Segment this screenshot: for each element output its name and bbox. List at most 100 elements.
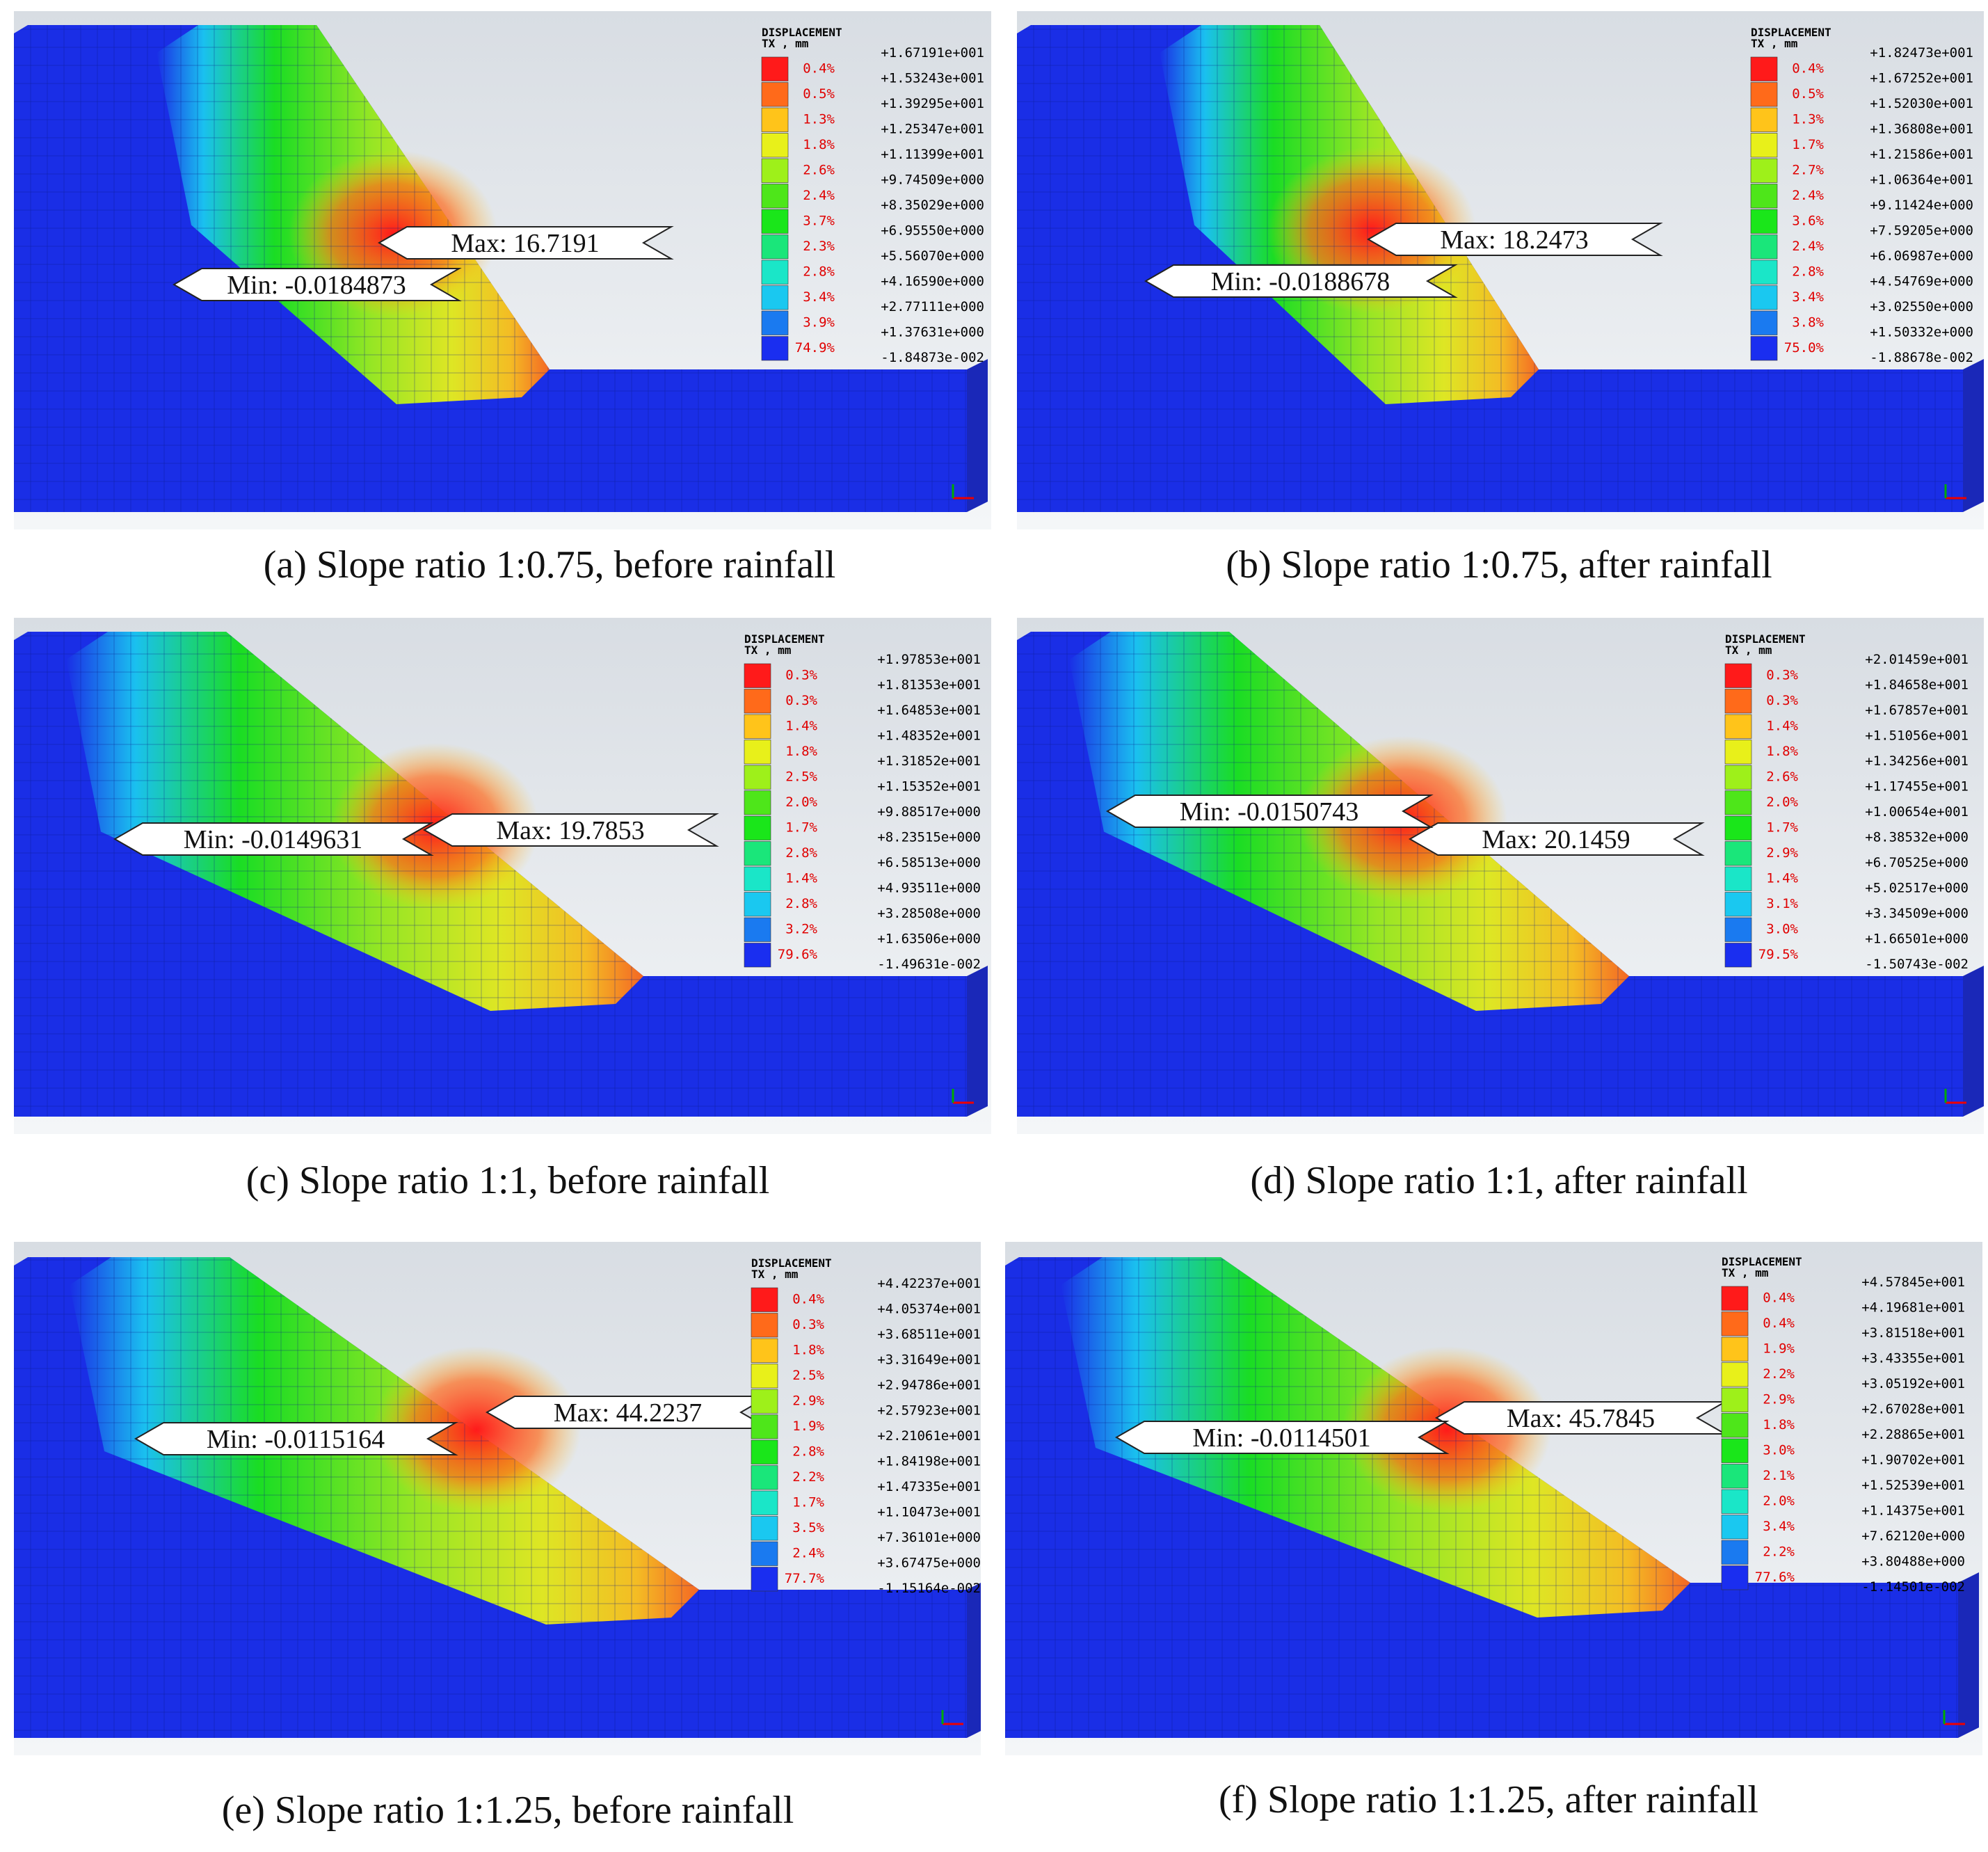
legend-swatch [1724,917,1752,942]
legend-swatch [744,714,771,739]
legend-percent: 1.7% [1792,137,1824,152]
legend-percent: 2.0% [1763,1494,1795,1509]
legend-value: -1.84873e-002 [881,350,984,365]
max-displacement-hotspot [372,1346,581,1513]
legend-value: -1.50743e-002 [1865,957,1969,972]
legend-percent: 3.9% [803,315,835,330]
legend-swatch [751,1313,778,1338]
legend-swatch [1750,285,1778,310]
legend-swatch [1721,1336,1749,1362]
legend-percent: 77.6% [1755,1570,1795,1585]
legend-title: DISPLACEMENT [1722,1255,1802,1268]
panel-b: Max: 18.2473 Min: -0.0188678 DISPLACEMENT T… [1017,11,1984,529]
legend-swatch [744,790,771,815]
legend-percent: 1.8% [785,744,817,759]
legend-swatch [1750,234,1778,260]
legend-value: +1.52030e+001 [1870,96,1973,111]
contour-plot: Max: 45.7845 Min: -0.0114501 DISPLACEMENTT… [1005,1242,1982,1755]
legend-value: +1.34256e+001 [1865,753,1969,769]
legend-value: +2.77111e+000 [881,299,984,314]
panel-a: Max: 16.7191 Min: -0.0184873 DISPLACEMENT T… [14,11,991,529]
legend-percent: 1.7% [1766,820,1798,836]
legend-value: +1.64853e+001 [877,703,981,718]
legend-swatch [1721,1540,1749,1565]
legend-value: +4.19681e+001 [1861,1300,1965,1316]
legend-subtitle: TX , mm [1751,37,1798,50]
max-callout-label: Max: 44.2237 [554,1398,702,1428]
caption-b: (b) Slope ratio 1:0.75, after rainfall [1226,543,1772,586]
legend-swatch [1724,841,1752,866]
legend-value: -1.14501e-002 [1861,1579,1965,1595]
legend-swatch [1721,1311,1749,1336]
legend-percent: 2.8% [785,845,817,861]
max-callout-label: Max: 16.7191 [451,229,599,258]
legend-percent: 2.9% [1766,845,1798,861]
legend-value: +9.11424e+000 [1870,198,1973,213]
min-callout-label: Min: -0.0150743 [1180,797,1359,827]
panel-f: Max: 45.7845 Min: -0.0114501 DISPLACEMENT T… [1005,1242,1982,1755]
legend-percent: 2.2% [1763,1544,1795,1560]
legend-swatch [1721,1387,1749,1412]
legend-percent: 3.4% [803,289,835,305]
legend-percent: 0.4% [1763,1291,1795,1306]
legend-value: +7.59205e+000 [1870,223,1973,239]
legend-value: +3.81518e+001 [1861,1325,1965,1341]
legend-value: +3.34509e+000 [1865,906,1969,921]
panel-c: Max: 19.7853 Min: -0.0149631 DISPLACEMENT T… [14,618,991,1134]
max-callout-box [1408,822,1705,856]
legend-value: +1.31852e+001 [877,753,981,769]
legend-swatch [761,184,789,209]
legend-percent: 1.3% [803,112,835,127]
legend-value: +1.84658e+001 [1865,678,1969,693]
legend-value: +4.54769e+000 [1870,274,1973,289]
legend-percent: 74.9% [795,340,835,356]
legend-value: +1.48352e+001 [877,728,981,744]
legend-swatch [1750,133,1778,158]
legend-swatch [1724,790,1752,815]
legend-percent: 0.3% [785,693,817,708]
legend-percent: 1.4% [1766,719,1798,734]
legend-value: -1.88678e-002 [1870,350,1973,365]
legend-percent: 75.0% [1784,340,1825,356]
legend-percent: 3.4% [1792,289,1824,305]
legend-percent: 0.4% [792,1292,824,1307]
legend-swatch [1724,714,1752,739]
max-callout-label: Max: 18.2473 [1440,225,1588,255]
legend-percent: 3.4% [1763,1519,1795,1534]
legend-percent: 2.2% [1763,1366,1795,1382]
legend-percent: 2.2% [792,1469,824,1485]
legend-value: +4.57845e+001 [1861,1275,1965,1290]
legend-percent: 0.5% [803,86,835,102]
legend-swatch [744,917,771,942]
legend-value: +1.47335e+001 [877,1479,981,1494]
legend-swatch [744,765,771,790]
legend-percent: 1.9% [792,1419,824,1434]
legend-value: +1.67191e+001 [881,45,984,61]
legend-swatch [761,133,789,158]
legend-percent: 0.3% [1766,668,1798,683]
legend-swatch [751,1439,778,1464]
legend-value: -1.15164e-002 [877,1581,981,1596]
legend-swatch [744,866,771,891]
legend-swatch [761,234,789,260]
min-callout-box [1105,795,1434,828]
legend-value: +1.82473e+001 [1870,45,1973,61]
legend-percent: 0.4% [1792,61,1824,77]
legend-percent: 0.3% [1766,693,1798,708]
legend-value: +2.94786e+001 [877,1378,981,1393]
legend-value: -1.49631e-002 [877,957,981,972]
legend-percent: 1.8% [792,1343,824,1358]
legend-value: +3.31649e+001 [877,1352,981,1368]
legend-swatch [751,1465,778,1490]
legend-percent: 2.4% [1792,239,1824,254]
legend-value: +1.67857e+001 [1865,703,1969,718]
legend-value: +1.67252e+001 [1870,71,1973,86]
legend-value: +7.62120e+000 [1861,1528,1965,1544]
legend-value: +6.58513e+000 [877,855,981,870]
legend-swatch [1724,689,1752,714]
legend-value: +1.25347e+001 [881,122,984,137]
min-callout-label: Min: -0.0188678 [1211,267,1390,296]
legend-percent: 1.7% [785,820,817,836]
